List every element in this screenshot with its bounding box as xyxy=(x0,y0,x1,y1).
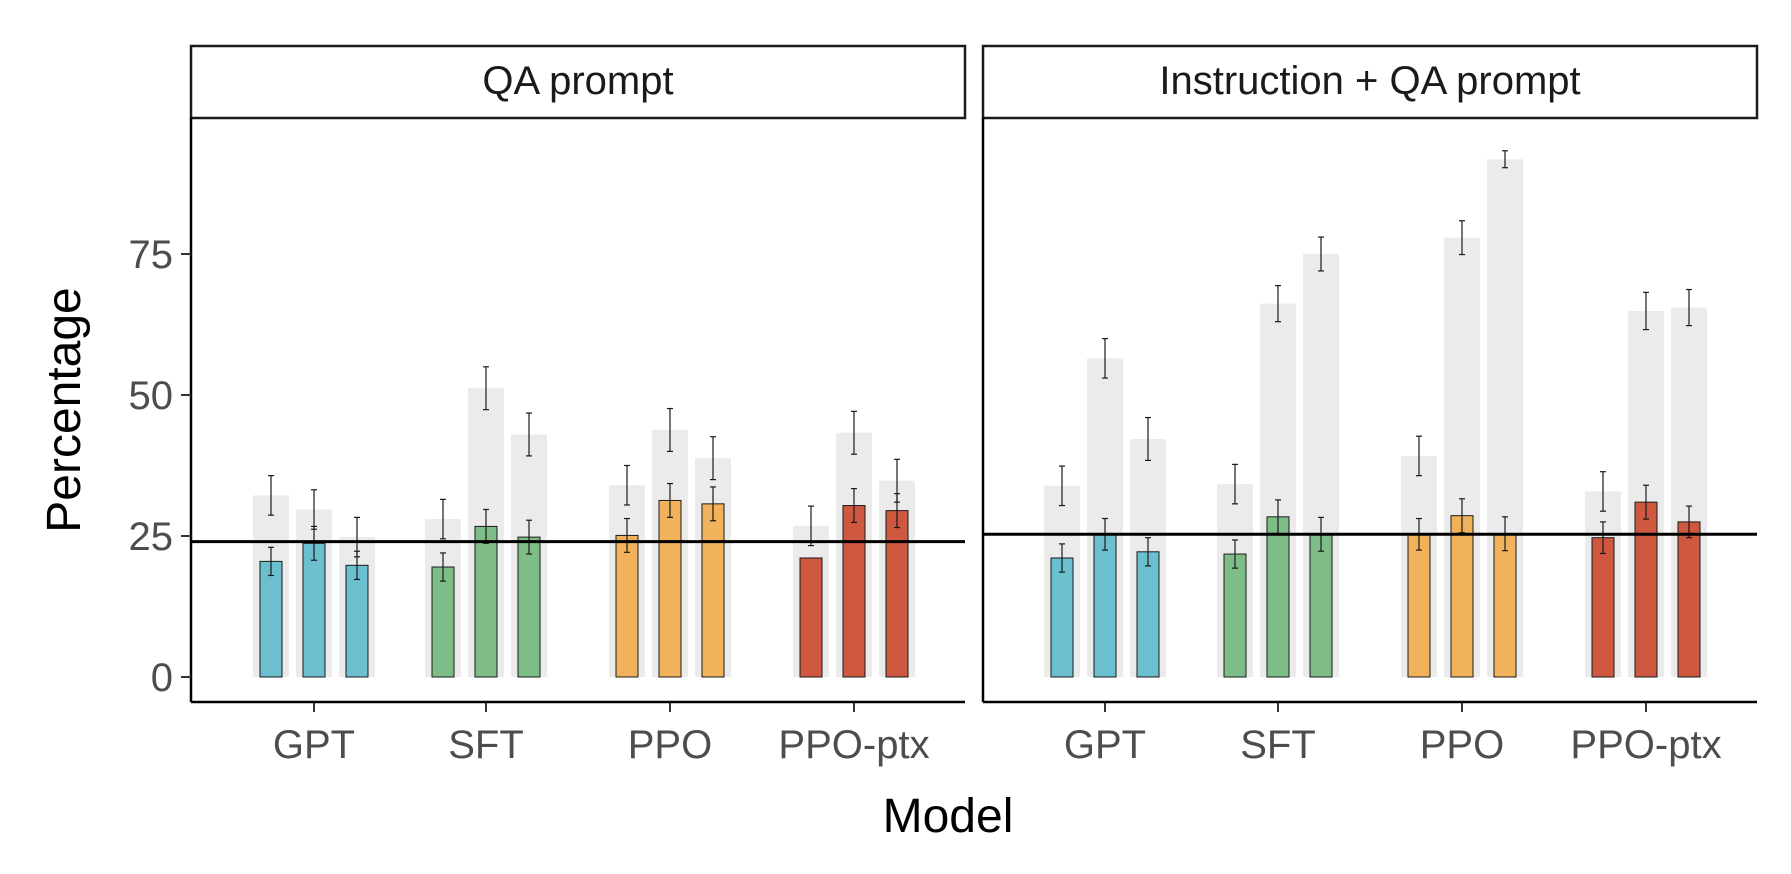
x-tick-label: GPT xyxy=(273,723,355,767)
x-tick-label: SFT xyxy=(448,723,524,767)
data-bar xyxy=(1450,515,1474,678)
data-bar xyxy=(259,560,283,678)
data-bar xyxy=(842,505,866,678)
x-tick-label: PPO-ptx xyxy=(778,723,929,767)
data-bar xyxy=(1093,533,1117,678)
panel-strip xyxy=(189,44,967,120)
data-bar xyxy=(1223,553,1247,678)
data-bar xyxy=(1309,533,1333,678)
data-bar xyxy=(885,510,909,678)
data-bar xyxy=(701,503,725,678)
data-bar xyxy=(799,557,823,678)
panel-title: Instruction + QA prompt xyxy=(1159,59,1580,103)
y-tick-label: 25 xyxy=(129,515,174,559)
data-bar xyxy=(615,534,639,678)
data-bar xyxy=(1677,521,1701,678)
data-bar xyxy=(345,564,369,678)
x-tick-label: GPT xyxy=(1064,723,1146,767)
x-tick-label: PPO xyxy=(628,723,712,767)
data-bar xyxy=(517,536,541,678)
panel-strip xyxy=(981,44,1759,120)
y-axis-title: Percentage xyxy=(38,287,91,533)
panel-title: QA prompt xyxy=(482,59,673,103)
data-bar xyxy=(1493,533,1517,678)
x-tick-label: PPO-ptx xyxy=(1570,723,1721,767)
data-bar xyxy=(1050,557,1074,678)
data-bar xyxy=(302,542,326,678)
x-tick-label: SFT xyxy=(1240,723,1316,767)
data-bar xyxy=(1266,516,1290,678)
data-bar xyxy=(1136,551,1160,678)
y-tick-label: 0 xyxy=(151,656,173,700)
data-bar xyxy=(431,566,455,678)
data-bar xyxy=(1591,537,1615,678)
data-bar xyxy=(474,525,498,678)
x-tick-label: PPO xyxy=(1420,723,1504,767)
data-bar xyxy=(1634,501,1658,678)
data-bar xyxy=(1407,533,1431,678)
x-axis-title: Model xyxy=(883,790,1014,843)
y-tick-label: 50 xyxy=(129,374,174,418)
data-bar xyxy=(658,499,682,678)
y-tick-label: 75 xyxy=(129,233,174,277)
